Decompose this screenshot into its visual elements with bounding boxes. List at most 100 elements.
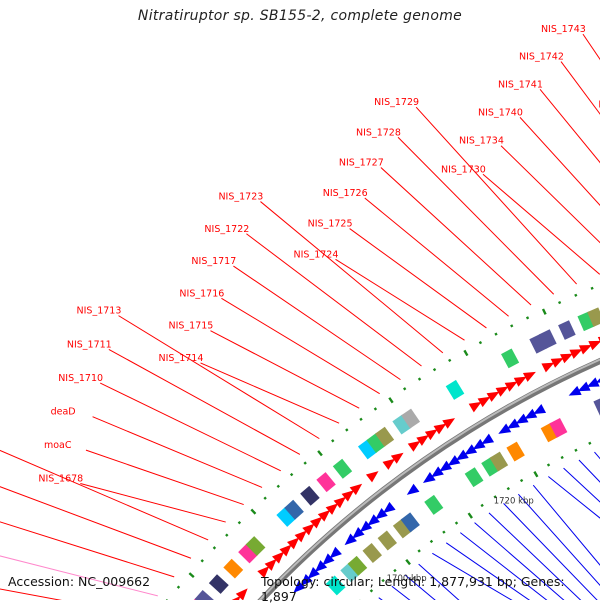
tick-mark: [418, 377, 421, 380]
leader-line: [583, 34, 600, 233]
tick-mark: [480, 504, 483, 507]
accession-text: Accession: NC_009662: [8, 574, 150, 589]
leader-line: [119, 316, 320, 439]
cog-block: [195, 590, 215, 600]
forward-gene-arrow: [588, 336, 600, 350]
tick-mark: [374, 407, 377, 410]
tick-mark: [463, 350, 468, 356]
leader-line: [201, 363, 340, 423]
tick-mark: [479, 341, 482, 344]
tick-mark: [189, 572, 195, 578]
cog-block: [223, 559, 243, 579]
leader-line: [540, 89, 600, 248]
gene-label-forward[interactable]: NIS_1729: [374, 97, 419, 108]
leader-line: [579, 460, 600, 576]
cog-block: [446, 380, 465, 400]
gene-label-forward[interactable]: NIS_1715: [168, 321, 213, 332]
tick-mark: [277, 485, 280, 488]
tick-mark: [510, 324, 513, 327]
gene-label-forward[interactable]: NIS_1724: [294, 249, 339, 260]
cog-block: [424, 495, 443, 515]
cog-block: [209, 574, 229, 594]
leader-line: [210, 331, 359, 409]
tick-mark: [468, 512, 473, 518]
leader-line: [548, 477, 600, 556]
tick-mark: [303, 461, 306, 464]
tick-mark: [250, 509, 256, 515]
tick-mark: [542, 308, 547, 314]
gene-label-forward[interactable]: NIS_1730: [441, 164, 486, 175]
leader-line: [86, 450, 244, 504]
tick-mark: [213, 546, 216, 549]
gene-label-forward[interactable]: NIS_1742: [519, 52, 564, 63]
leader-line: [109, 349, 300, 454]
tick-mark: [507, 487, 510, 490]
reverse-gene-arrow: [566, 386, 581, 400]
forward-gene-arrow: [523, 367, 538, 381]
gene-label-forward[interactable]: NIS_1728: [356, 127, 401, 138]
tick-mark: [393, 569, 396, 572]
tick-mark: [317, 450, 323, 456]
cog-block: [593, 396, 600, 416]
gene-label-forward[interactable]: NIS_1722: [204, 224, 249, 235]
gene-label-forward[interactable]: NIS_1740: [478, 107, 523, 118]
tick-mark: [177, 585, 180, 588]
backbone-arc: [62, 270, 600, 600]
gene-label-forward[interactable]: NIS_1710: [58, 373, 103, 384]
gene-label-forward[interactable]: deaD: [51, 407, 76, 418]
tick-mark: [430, 540, 433, 543]
tick-mark: [526, 316, 529, 319]
reverse-gene-arrow: [404, 484, 420, 499]
gene-label-forward[interactable]: NIS_1741: [498, 79, 543, 90]
gene-label-forward[interactable]: NIS_1743: [541, 24, 586, 35]
forward-gene-arrow: [442, 414, 457, 429]
leader-line: [483, 174, 600, 274]
leader-line: [93, 417, 262, 488]
leader-line: [561, 62, 600, 241]
tick-mark: [433, 368, 436, 371]
tick-mark: [561, 456, 564, 459]
tick-mark: [558, 301, 561, 304]
gene-label-forward[interactable]: NIS_1723: [218, 192, 263, 203]
gene-label-forward[interactable]: NIS_1678: [38, 473, 83, 484]
tick-mark: [290, 473, 293, 476]
tick-mark: [403, 387, 406, 390]
leader-line: [350, 229, 487, 328]
cog-block: [300, 486, 320, 506]
leader-line: [233, 266, 400, 380]
forward-gene-arrow: [366, 467, 382, 482]
tick-mark: [574, 294, 577, 297]
leader-line: [365, 198, 509, 316]
gene-label-forward[interactable]: moaC: [44, 440, 72, 451]
cog-block: [362, 543, 381, 563]
cog-block: [465, 467, 484, 487]
tick-mark: [574, 449, 577, 452]
tick-mark: [455, 521, 458, 524]
gene-label-forward[interactable]: NIS_1734: [459, 136, 504, 147]
cog-block: [333, 459, 352, 479]
gene-label-forward[interactable]: NIS_1714: [159, 353, 204, 364]
gene-label-forward[interactable]: NIS_1717: [191, 256, 236, 267]
tick-mark: [494, 333, 497, 336]
tick-mark: [533, 471, 538, 477]
tick-mark: [359, 418, 362, 421]
tick-mark: [591, 287, 594, 290]
gene-label-forward[interactable]: NIS_1713: [77, 306, 122, 317]
cog-block: [501, 348, 519, 368]
tick-mark: [238, 521, 241, 524]
tick-mark: [201, 559, 204, 562]
cog-block: [506, 442, 524, 462]
tick-mark: [331, 439, 334, 442]
tick-mark: [442, 530, 445, 533]
leader-line: [381, 168, 531, 305]
genome-backbone: [62, 269, 600, 600]
gene-label-forward[interactable]: NIS_1711: [67, 339, 112, 350]
leader-line: [398, 137, 554, 294]
gene-label-forward[interactable]: NIS_1726: [323, 188, 368, 199]
gene-label-forward[interactable]: NIS_1727: [339, 158, 384, 169]
leader-line: [336, 259, 465, 340]
gene-label-forward[interactable]: NIS_1716: [179, 288, 224, 299]
tick-mark: [448, 359, 451, 362]
tick-mark: [263, 497, 266, 500]
gene-label-forward[interactable]: NIS_1725: [308, 219, 353, 230]
